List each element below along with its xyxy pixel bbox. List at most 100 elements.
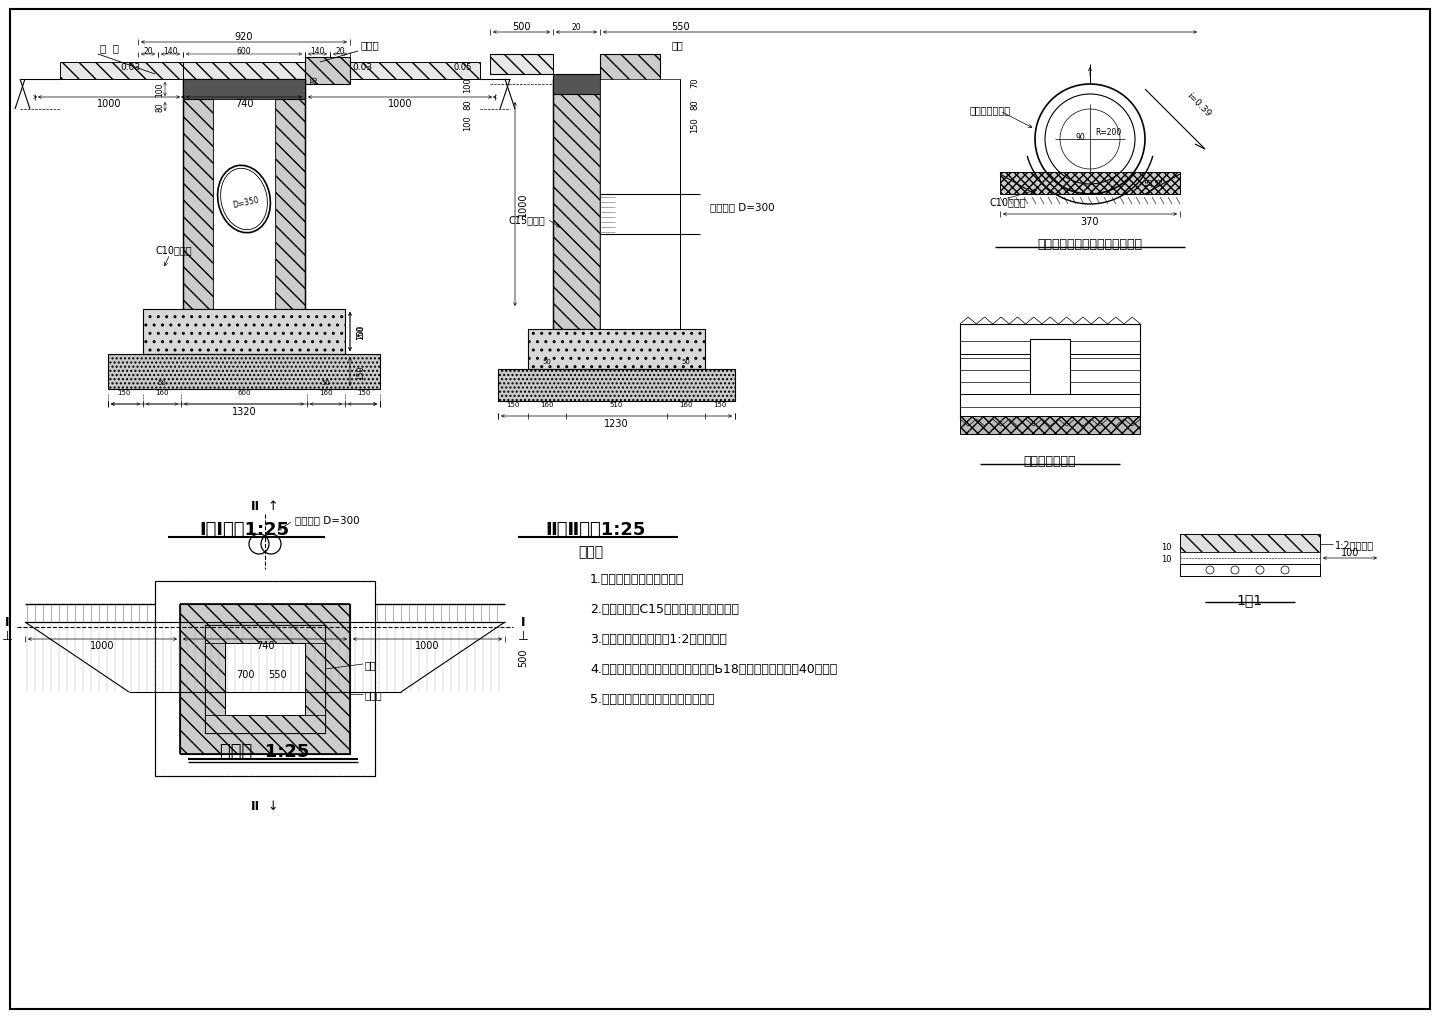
Bar (305, 58, 350, 85)
Bar (1179, 552, 1320, 565)
Text: C10混凝土: C10混凝土 (156, 245, 192, 255)
Text: 700: 700 (236, 669, 255, 680)
Text: 3.坐浆、填缝等均采用1:2水泥砂浆。: 3.坐浆、填缝等均采用1:2水泥砂浆。 (590, 633, 727, 645)
Text: 150: 150 (507, 401, 520, 408)
Text: I: I (521, 615, 526, 629)
Text: ↑: ↑ (268, 500, 278, 513)
Text: 5.雨水口管随接入检查井方向设置。: 5.雨水口管随接入检查井方向设置。 (590, 692, 714, 705)
Text: 600: 600 (238, 389, 251, 395)
Text: 0.05: 0.05 (454, 62, 472, 71)
Text: 550: 550 (671, 22, 690, 32)
Bar (204, 626, 325, 734)
Text: 0.03: 0.03 (351, 63, 372, 72)
Text: 160: 160 (540, 401, 554, 408)
Text: 160: 160 (156, 389, 168, 395)
Text: 150: 150 (117, 389, 131, 395)
Text: 70: 70 (310, 75, 320, 85)
Text: 160: 160 (680, 401, 693, 408)
Text: 550: 550 (268, 669, 287, 680)
Bar (183, 79, 213, 310)
Text: 平面图  1:25: 平面图 1:25 (220, 742, 310, 760)
Bar (960, 417, 1140, 434)
Text: 500: 500 (513, 22, 531, 32)
Bar (204, 626, 225, 734)
Text: 20: 20 (572, 22, 582, 32)
Text: 100: 100 (1341, 547, 1359, 557)
Bar (490, 55, 553, 75)
Text: 100: 100 (464, 115, 472, 130)
Text: 1320: 1320 (232, 407, 256, 417)
Text: 坐浆: 坐浆 (672, 40, 684, 50)
Text: R=200: R=200 (1094, 127, 1122, 137)
Text: 1000: 1000 (387, 99, 412, 109)
Text: 920: 920 (235, 32, 253, 42)
Text: 2.井墙材料为C15水泥钓筋混凝土浇筑。: 2.井墙材料为C15水泥钓筋混凝土浇筑。 (590, 602, 739, 615)
Text: 200: 200 (356, 324, 364, 339)
Bar (204, 626, 325, 734)
Text: 1000: 1000 (415, 640, 439, 650)
Bar (498, 370, 734, 401)
Bar (553, 79, 600, 330)
Bar (275, 79, 305, 310)
Bar (960, 394, 1140, 420)
Text: 100: 100 (156, 83, 164, 97)
Text: ⊥: ⊥ (517, 629, 528, 642)
Text: 管接口处示意图: 管接口处示意图 (1024, 454, 1076, 468)
Text: I: I (4, 615, 9, 629)
Text: 740: 740 (256, 640, 274, 650)
Text: 锻板: 锻板 (364, 659, 377, 669)
Bar (183, 79, 305, 100)
Text: 80: 80 (464, 100, 472, 110)
Text: 1－1: 1－1 (1237, 592, 1263, 606)
Text: 10: 10 (1162, 554, 1172, 562)
Text: i=0.39: i=0.39 (1185, 91, 1212, 119)
Bar (553, 75, 600, 95)
Text: 90: 90 (1076, 132, 1084, 142)
Text: 150: 150 (357, 389, 370, 395)
Text: 150: 150 (713, 401, 727, 408)
Text: 15: 15 (1145, 177, 1155, 186)
Bar (180, 604, 350, 754)
Bar (960, 325, 1140, 355)
Bar (999, 173, 1179, 195)
Text: 1000: 1000 (518, 193, 528, 217)
Bar (600, 79, 680, 330)
Text: 道牙石: 道牙石 (360, 40, 379, 50)
Text: 50: 50 (321, 380, 330, 385)
Text: I－I剪靤1:25: I－I剪靤1:25 (199, 521, 289, 538)
Text: ⊥: ⊥ (1, 629, 13, 642)
Text: ↓: ↓ (268, 800, 278, 813)
Text: 150: 150 (356, 325, 364, 339)
Text: D=350: D=350 (232, 196, 261, 210)
Text: 10: 10 (1155, 177, 1165, 186)
Text: Ⅱ: Ⅱ (251, 800, 259, 813)
Text: 70: 70 (690, 77, 698, 89)
Text: 10: 10 (1162, 542, 1172, 551)
Text: C10混凝土: C10混凝土 (991, 197, 1027, 207)
Bar (143, 310, 346, 355)
Text: C15混凝土: C15混凝土 (508, 215, 544, 225)
Text: 雨水口管 D=300: 雨水口管 D=300 (710, 202, 775, 212)
Text: 1.本图尺寸单位均为毫米。: 1.本图尺寸单位均为毫米。 (590, 573, 684, 586)
Bar (204, 626, 325, 643)
Text: 0.03: 0.03 (120, 63, 140, 72)
Text: 路  面: 路 面 (99, 43, 120, 53)
Text: 1000: 1000 (96, 99, 121, 109)
Text: 50: 50 (543, 359, 552, 365)
Text: 20: 20 (336, 47, 344, 55)
Text: 150: 150 (356, 365, 364, 379)
Bar (213, 100, 275, 310)
Bar (1179, 565, 1320, 577)
Bar (600, 55, 660, 85)
Text: 80: 80 (156, 102, 164, 112)
Text: 1000: 1000 (91, 640, 115, 650)
Bar (1030, 339, 1070, 399)
Text: 100: 100 (464, 77, 472, 93)
Text: 740: 740 (235, 99, 253, 109)
Text: 80: 80 (690, 100, 698, 110)
Text: 20: 20 (143, 47, 153, 55)
Bar (156, 582, 374, 776)
Bar (156, 582, 374, 776)
Bar (204, 715, 325, 734)
Text: 道牙石: 道牙石 (364, 689, 383, 699)
